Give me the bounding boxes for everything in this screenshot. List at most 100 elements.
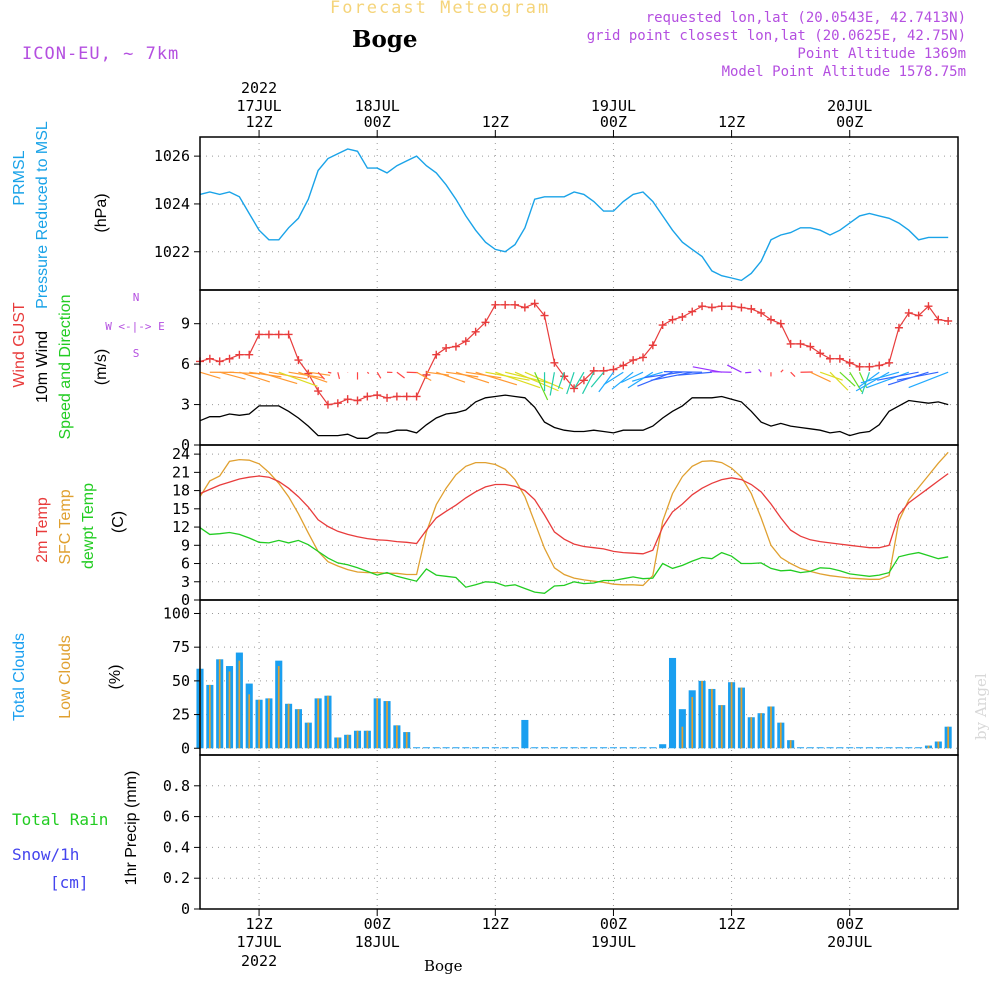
low-cloud-bar [258, 699, 260, 749]
wind-arrow [678, 371, 712, 376]
ytick-label-temperature: 12 [172, 518, 190, 536]
gust-marker [885, 358, 894, 367]
temp-unit-label: (C) [110, 511, 127, 533]
total-cloud-bar [600, 747, 608, 749]
gust-marker [816, 349, 825, 358]
low-cloud-bar [277, 666, 280, 749]
wind-arrow [495, 371, 541, 389]
dewpt-line [199, 527, 949, 594]
gust-marker [629, 356, 638, 365]
requested-coords: requested lon,lat (20.0543E, 42.7413N) [645, 10, 966, 26]
wind-arrow [709, 371, 732, 373]
ytick-label-precip: 0.4 [163, 838, 190, 856]
wind-arrow [229, 371, 259, 375]
total-cloud-bar [816, 747, 824, 749]
wind-arrow [896, 371, 939, 381]
total-cloud-bar [609, 747, 617, 749]
wind-arrow [396, 371, 405, 379]
wind-arrow [455, 371, 490, 384]
gust-marker [609, 365, 618, 374]
wind-arrow [861, 372, 870, 395]
ytick-label-clouds: 25 [172, 706, 190, 724]
total-cloud-bar [619, 747, 627, 749]
snow-unit-label: [cm] [50, 873, 89, 892]
gust-marker [314, 387, 323, 396]
top-tick-hour: 12Z [246, 113, 273, 131]
bottom-tick-date: 17JUL [236, 933, 281, 951]
total-cloud-bar [836, 747, 844, 749]
low-cloud-bar [701, 680, 703, 749]
low-cloud-bar [248, 694, 251, 749]
low-cloud-bar [711, 688, 713, 749]
gust-marker [904, 308, 913, 317]
total-cloud-bar [511, 747, 519, 749]
wind-arrow [199, 371, 221, 379]
gust-marker [698, 302, 707, 311]
bottom-tick-date: 19JUL [591, 933, 636, 951]
gust-marker [520, 303, 529, 312]
gust-marker [648, 341, 657, 350]
low-cloud-bar [947, 726, 950, 749]
wind-arrow [745, 371, 752, 374]
top-tick-hour: 00Z [836, 113, 863, 131]
total-cloud-bar [442, 747, 450, 749]
low-cloud-bar [366, 730, 369, 749]
ytick-label-clouds: 75 [172, 638, 190, 656]
gust-marker [924, 302, 933, 311]
ytick-label-temperature: 9 [181, 536, 190, 554]
low-cloud-bar [681, 726, 684, 749]
gust-marker [511, 300, 520, 309]
gust-marker [717, 302, 726, 311]
gust-marker [835, 354, 844, 363]
wind-arrow [581, 371, 595, 395]
ytick-label-pressure: 1024 [154, 195, 190, 213]
total-cloud-bar [570, 747, 578, 749]
total-cloud-bar [472, 747, 480, 749]
compass-west-east: W <-|-> E [105, 320, 165, 333]
total-clouds-label: Total Clouds [11, 633, 28, 721]
total-cloud-bar [501, 747, 509, 749]
low-cloud-bar [386, 701, 388, 749]
top-tick-date: 20JUL [827, 97, 872, 115]
total-cloud-bar [452, 747, 460, 749]
wind-speed-direction-label: Speed and Direction [57, 295, 74, 440]
total-cloud-bar [580, 747, 588, 749]
low-cloud-bar [228, 671, 231, 749]
temp-2m-label: 2m Temp [34, 497, 51, 563]
bottom-tick-hour: 00Z [364, 915, 391, 933]
wind-arrow [627, 371, 654, 389]
total-cloud-bar [806, 747, 814, 749]
total-cloud-bar [629, 747, 637, 749]
total-cloud-bar [846, 747, 854, 749]
bottom-tick-date: 20JUL [827, 933, 872, 951]
total-cloud-bar [796, 747, 805, 749]
ytick-label-pressure: 1022 [154, 243, 190, 261]
low-cloud-bar [789, 740, 792, 749]
gust-marker [757, 308, 766, 317]
total-cloud-bar [915, 747, 923, 749]
gust-marker [481, 318, 490, 327]
gust-marker [540, 311, 549, 320]
pressure-line [199, 148, 949, 282]
low-cloud-bar [327, 695, 329, 749]
dewpt-label: dewpt Temp [80, 483, 97, 569]
gust-marker [442, 343, 451, 352]
gust-marker [363, 392, 372, 401]
low-cloud-bar [208, 684, 211, 749]
wind-arrow [858, 371, 880, 388]
total-cloud-bar [491, 747, 499, 749]
gust-marker [855, 362, 864, 371]
total-cloud-bar [422, 747, 430, 749]
total-cloud-bar [668, 657, 677, 749]
low-cloud-bar [927, 745, 930, 749]
wind-arrow [663, 371, 703, 373]
low-cloud-bar [307, 722, 310, 749]
gust-marker [461, 337, 470, 346]
sfc-temp-label: SFC Temp [57, 489, 74, 564]
compass-south: S [133, 347, 140, 360]
gust-marker [826, 354, 835, 363]
gust-marker [599, 366, 608, 375]
bottom-tick-hour: 12Z [718, 915, 745, 933]
wind-arrow [839, 371, 856, 387]
